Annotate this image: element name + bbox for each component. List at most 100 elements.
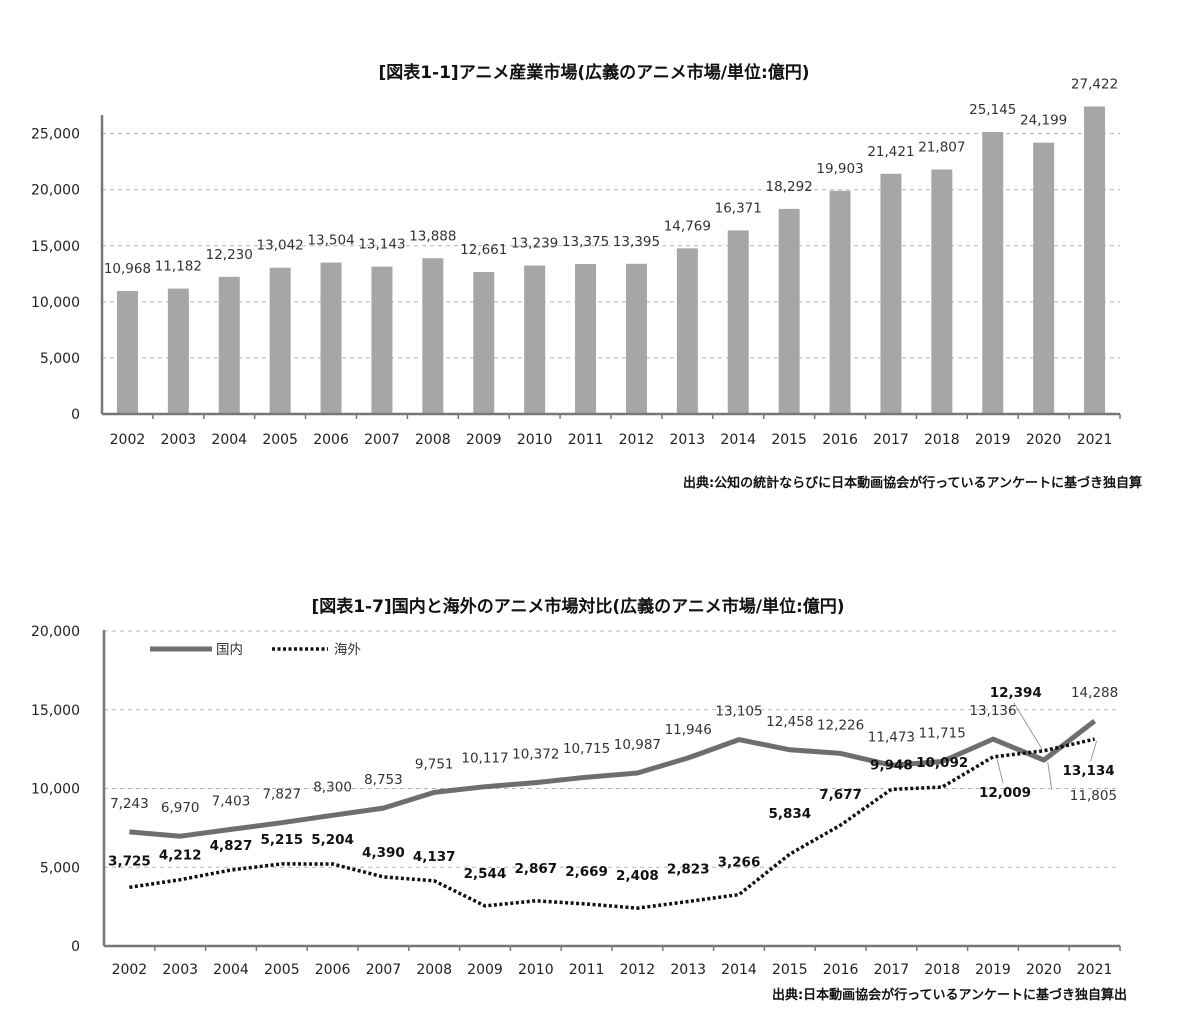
overseas-value-label-2015: 5,834 xyxy=(768,806,811,822)
chart2-x-tick-label: 2003 xyxy=(162,962,198,978)
bar-2016 xyxy=(829,190,851,414)
bar-2020 xyxy=(1033,142,1055,415)
chart2-x-tick-label: 2005 xyxy=(264,962,300,978)
chart1-y-tick-label: 0 xyxy=(71,407,80,423)
series-line-domestic xyxy=(129,719,1097,839)
chart1-x-tick-label: 2014 xyxy=(720,432,756,448)
chart1-y-tick-label: 10,000 xyxy=(31,295,80,311)
domestic-value-label-2018: 11,715 xyxy=(919,725,966,741)
chart2-source-note: 出典:日本動画協会が行っているアンケートに基づき独自算出 xyxy=(772,987,1127,1003)
chart2-y-tick-label: 10,000 xyxy=(31,782,80,798)
chart2-title: [図表1-7]国内と海外のアニメ市場対比(広義のアニメ市場/単位:億円) xyxy=(311,596,844,617)
bar-2009 xyxy=(473,272,495,414)
overseas-value-label-2008: 4,137 xyxy=(413,849,456,865)
bar-value-label-2013: 14,769 xyxy=(664,218,711,234)
domestic-value-label-2017: 11,473 xyxy=(868,729,915,745)
overseas-value-label-2013: 2,823 xyxy=(667,862,710,878)
bar-2007 xyxy=(371,266,393,414)
chart1-y-tick-label: 15,000 xyxy=(31,239,80,255)
overseas-value-label-2017: 9,948 xyxy=(870,757,913,773)
chart2-x-tick-label: 2014 xyxy=(721,962,757,978)
bar-2011 xyxy=(575,264,597,414)
chart1-y-tick-label: 5,000 xyxy=(40,351,80,367)
chart2-x-tick-label: 2021 xyxy=(1077,962,1113,978)
bar-value-label-2007: 13,143 xyxy=(358,237,405,253)
bar-2002 xyxy=(116,291,138,414)
bar-value-label-2008: 13,888 xyxy=(409,228,456,244)
leader-line-2021-overseas xyxy=(1090,740,1098,762)
overseas-value-label-2010: 2,867 xyxy=(514,861,557,877)
overseas-value-label-2014: 3,266 xyxy=(718,855,761,871)
chart1-x-tick-label: 2015 xyxy=(771,432,807,448)
bar-value-label-2019: 25,145 xyxy=(969,102,1016,118)
bar-2014 xyxy=(727,230,749,414)
chart1-x-tick-label: 2016 xyxy=(822,432,858,448)
bar-value-label-2002: 10,968 xyxy=(104,261,151,277)
chart2-y-tick-label: 20,000 xyxy=(31,624,80,640)
chart1-y-tick-label: 25,000 xyxy=(31,127,80,143)
domestic-value-label-2006: 8,300 xyxy=(313,779,352,795)
chart1-x-tick-label: 2019 xyxy=(975,432,1011,448)
domestic-value-label-2008: 9,751 xyxy=(415,756,454,772)
domestic-value-label-2011: 10,715 xyxy=(563,741,610,757)
bar-value-label-2016: 19,903 xyxy=(816,161,863,177)
chart2-x-tick-label: 2017 xyxy=(874,962,910,978)
chart1-y-tick-label: 20,000 xyxy=(31,183,80,199)
chart1-x-tick-label: 2004 xyxy=(211,432,247,448)
chart2-x-tick-label: 2013 xyxy=(670,962,706,978)
chart2-x-tick-label: 2006 xyxy=(315,962,351,978)
bar-value-label-2012: 13,395 xyxy=(613,234,660,250)
bar-2012 xyxy=(625,263,647,414)
bar-2004 xyxy=(218,276,240,414)
bar-2008 xyxy=(422,258,444,414)
overseas-value-label-2012: 2,408 xyxy=(616,868,659,884)
chart1-x-tick-label: 2003 xyxy=(161,432,197,448)
bar-value-label-2006: 13,504 xyxy=(307,233,354,249)
chart2-x-tick-label: 2011 xyxy=(569,962,605,978)
bar-2006 xyxy=(320,262,342,414)
bar-value-label-2010: 13,239 xyxy=(511,236,558,252)
bar-value-label-2018: 21,807 xyxy=(918,139,965,155)
bar-value-label-2011: 13,375 xyxy=(562,234,609,250)
bar-value-label-2009: 12,661 xyxy=(460,242,507,258)
chart2-x-tick-label: 2019 xyxy=(975,962,1011,978)
domestic-value-label-2015: 12,458 xyxy=(766,714,813,730)
bar-value-label-2003: 11,182 xyxy=(155,259,202,275)
bar-2003 xyxy=(167,288,189,414)
chart2-legend: 国内 海外 xyxy=(150,642,361,658)
chart2-x-tick-label: 2009 xyxy=(467,962,503,978)
bar-2010 xyxy=(524,265,546,414)
chart2-x-tick-label: 2008 xyxy=(416,962,452,978)
chart1-x-tick-label: 2012 xyxy=(619,432,655,448)
legend-domestic-label: 国内 xyxy=(216,642,243,658)
bar-value-label-2004: 12,230 xyxy=(206,247,253,263)
domestic-value-label-2014: 13,105 xyxy=(715,704,762,720)
domestic-value-label-2019: 13,136 xyxy=(969,703,1016,719)
chart1-x-tick-label: 2008 xyxy=(415,432,451,448)
chart2-y-tick-label: 0 xyxy=(71,939,80,955)
overseas-value-label-2019: 12,009 xyxy=(979,785,1031,801)
bar-value-label-2005: 13,042 xyxy=(257,238,304,254)
chart1-x-tick-label: 2007 xyxy=(364,432,400,448)
chart1-x-tick-label: 2013 xyxy=(670,432,706,448)
bar-value-label-2015: 18,292 xyxy=(766,179,813,195)
chart1-x-tick-label: 2005 xyxy=(262,432,298,448)
chart2-x-tick-label: 2012 xyxy=(620,962,656,978)
domestic-value-label-2009: 10,117 xyxy=(461,751,508,767)
bar-2017 xyxy=(880,173,902,414)
overseas-value-label-2020: 12,394 xyxy=(990,685,1042,701)
chart1-title: [図表1-1]アニメ産業市場(広義のアニメ市場/単位:億円) xyxy=(378,62,809,83)
chart2-y-tick-label: 15,000 xyxy=(31,703,80,719)
domestic-value-label-2005: 7,827 xyxy=(262,787,301,803)
chart2-x-tick-label: 2007 xyxy=(366,962,402,978)
bar-value-label-2021: 27,422 xyxy=(1071,76,1118,92)
bar-2021 xyxy=(1084,106,1106,414)
domestic-value-label-2020: 11,805 xyxy=(1070,788,1117,804)
chart1-x-tick-label: 2011 xyxy=(568,432,604,448)
overseas-value-label-2004: 4,827 xyxy=(210,838,253,854)
chart1-x-tick-label: 2002 xyxy=(110,432,146,448)
domestic-value-label-2010: 10,372 xyxy=(512,747,559,763)
overseas-value-label-2009: 2,544 xyxy=(464,866,507,882)
chart2-x-tick-label: 2020 xyxy=(1026,962,1062,978)
